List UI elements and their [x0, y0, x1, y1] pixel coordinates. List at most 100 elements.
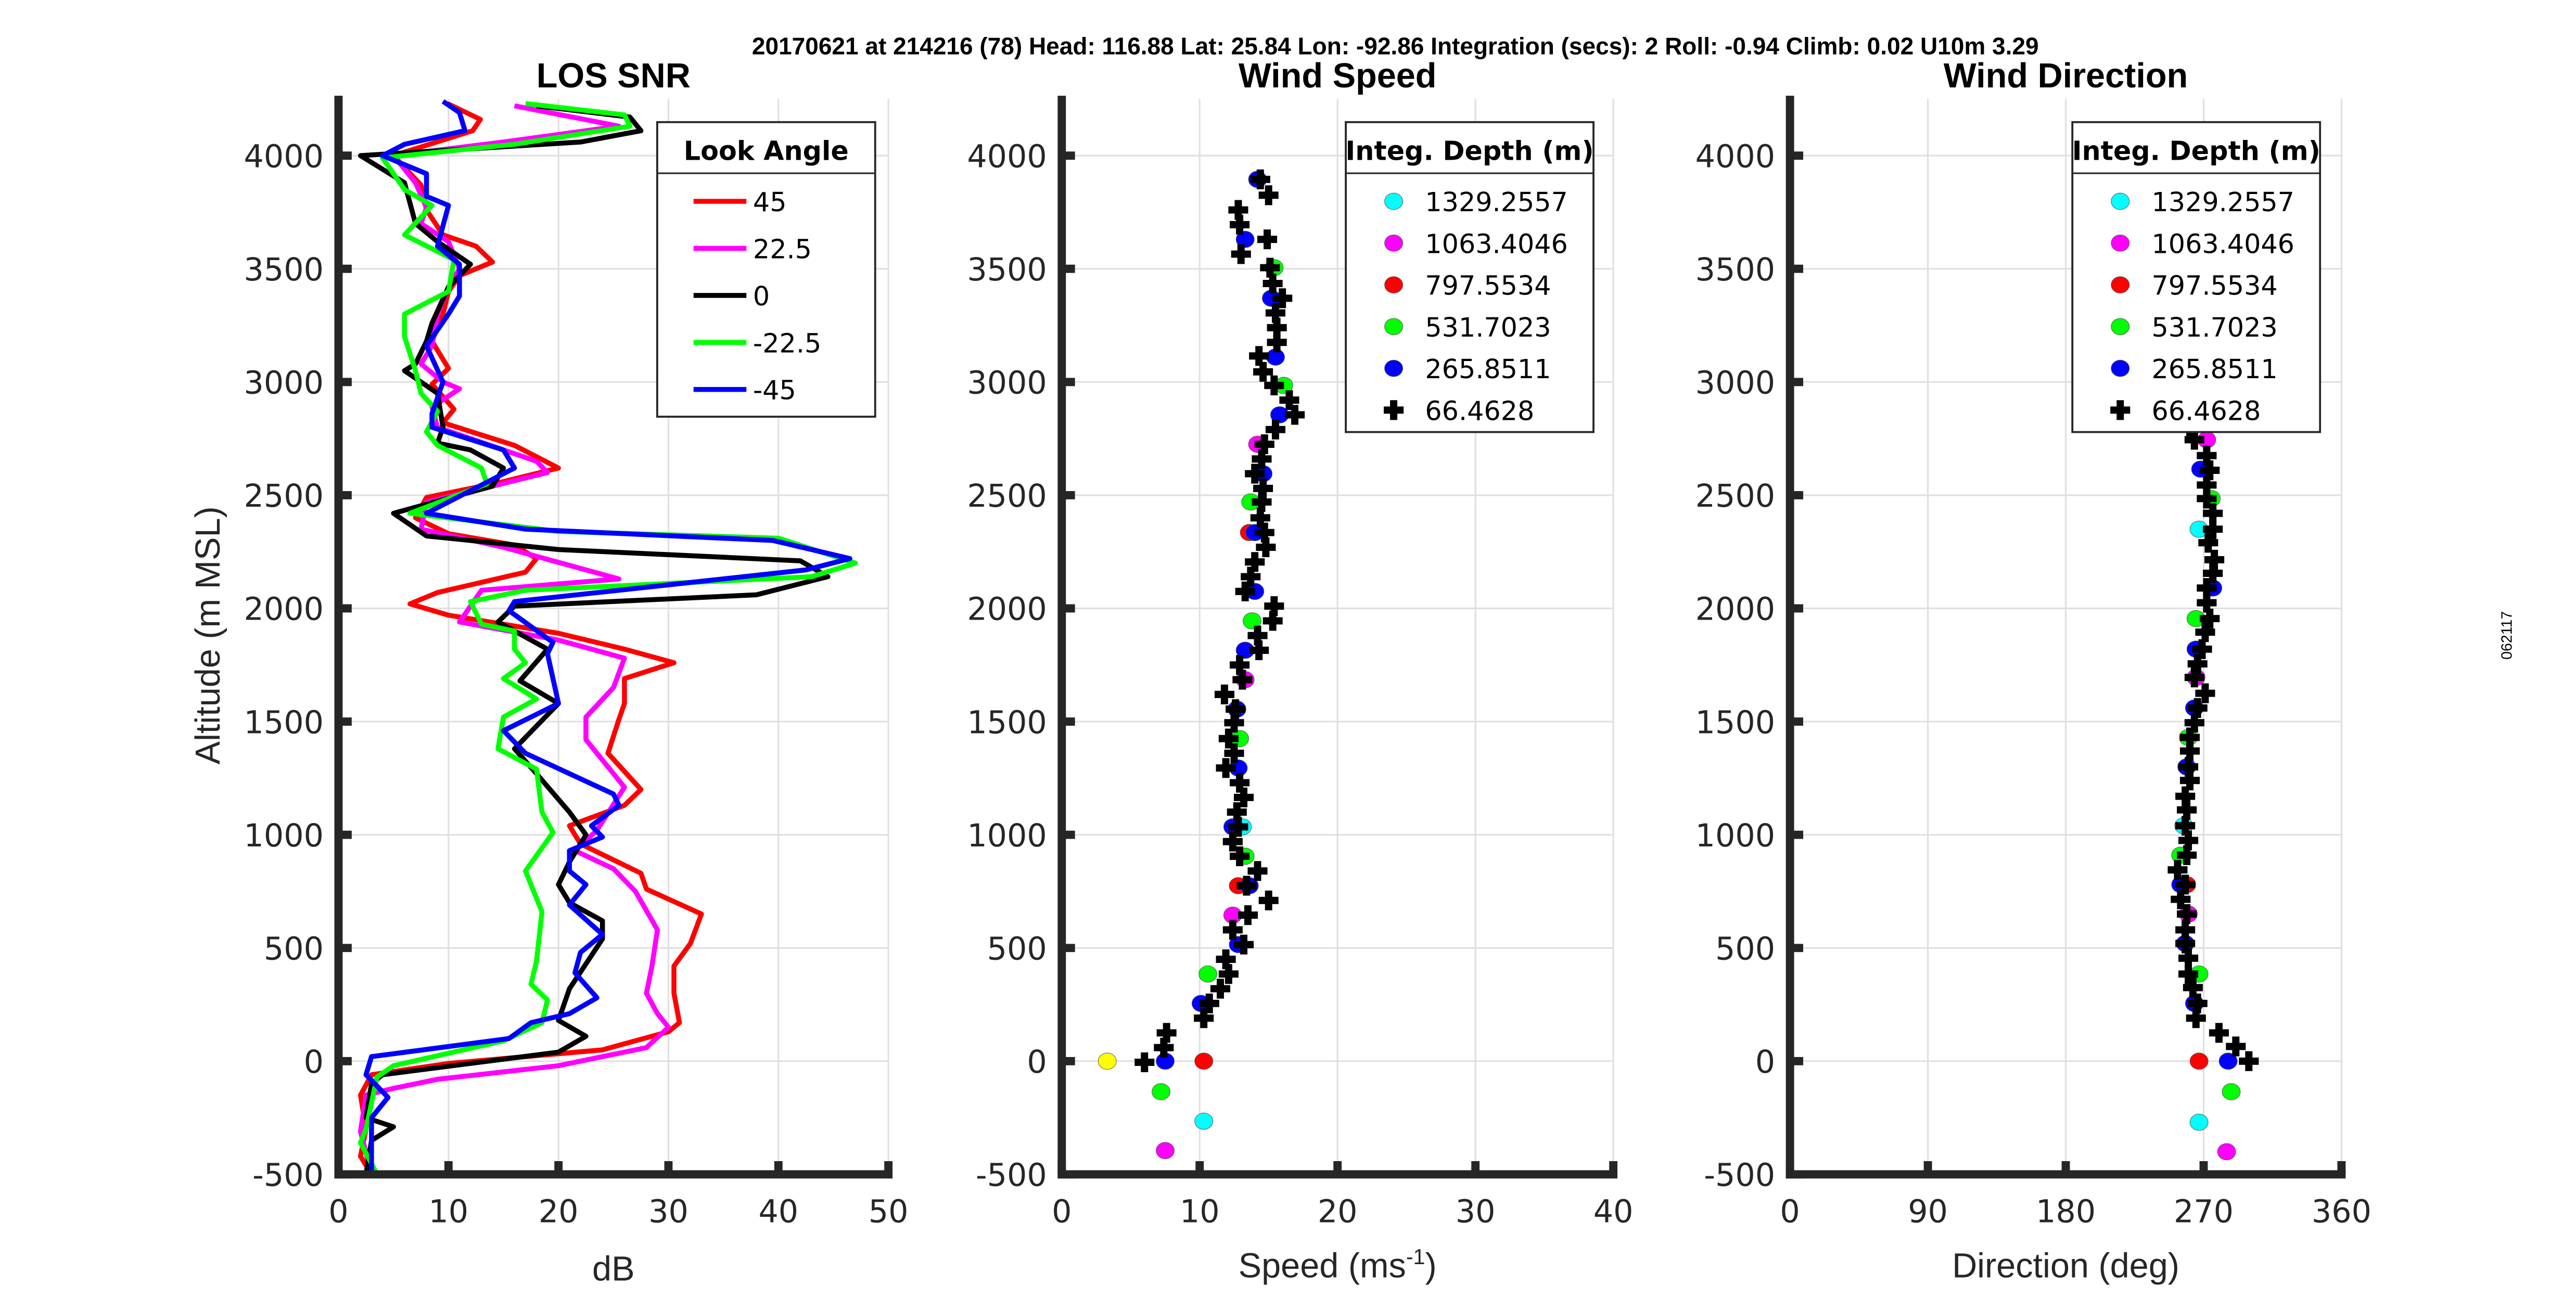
data-point-66.4628 [1216, 949, 1236, 970]
chart-title: Wind Direction [1944, 57, 2188, 95]
data-point-66.4628 [2200, 609, 2220, 629]
data-point-66.4628 [1247, 861, 1268, 881]
data-point-66.4628 [1254, 522, 1274, 543]
data-point-66.4628 [1216, 758, 1236, 778]
data-point-66.4628 [1232, 670, 1253, 690]
legend-label: 265.8511 [1425, 354, 1551, 384]
data-point-66.4628 [1264, 375, 1284, 395]
data-point-66.4628 [1264, 596, 1284, 616]
data-point-66.4628 [1250, 169, 1270, 189]
legend-marker [2111, 359, 2130, 377]
data-point-66.4628 [1249, 640, 1269, 661]
legend-box [656, 121, 876, 418]
data-point-66.4628 [1263, 611, 1283, 631]
data-point-66.4628 [2209, 1023, 2229, 1043]
data-point-66.4628 [1258, 185, 1279, 205]
legend-marker [1384, 276, 1404, 293]
data-point-66.4628 [1258, 890, 1279, 910]
data-point-66.4628 [2203, 519, 2223, 539]
data-point-66.4628 [2197, 488, 2217, 509]
data-point-66.4628 [1263, 273, 1283, 294]
chart-2: 0 90 180 270 360-500050010001500200025003000… [1695, 57, 2371, 1285]
x-axis-label: Speed (ms-1) [1239, 1245, 1437, 1285]
data-layer [1098, 169, 1305, 1160]
y-tick-label: -500 [1704, 1157, 1775, 1194]
data-point-unlabeled [1098, 1052, 1117, 1070]
data-point-66.4628 [2197, 578, 2217, 598]
x-tick-label: 90 [1908, 1193, 1948, 1230]
data-point-66.4628 [2179, 770, 2200, 791]
x-tick-label: 0 [1052, 1193, 1072, 1230]
legend-label: 797.5534 [2152, 271, 2278, 301]
data-point-66.4628 [2178, 964, 2199, 984]
legend-label: 265.8511 [2152, 354, 2278, 384]
data-point-66.4628 [1222, 920, 1243, 940]
data-point-66.4628 [1241, 567, 1261, 587]
data-point-66.4628 [2204, 549, 2225, 570]
legend-label: 1063.4046 [1425, 228, 1567, 259]
data-point-66.4628 [1252, 492, 1272, 512]
chart-1: 0 10 20 30 40-500050010001500200025003000350… [967, 57, 1633, 1285]
y-tick-label: 4000 [244, 138, 324, 175]
y-tick-label: 2000 [1695, 591, 1775, 628]
y-tick-label: 2500 [244, 478, 324, 514]
legend-marker [1384, 359, 1404, 377]
data-point-66.4628 [1247, 625, 1268, 646]
data-point-66.4628 [1245, 552, 1265, 572]
data-point-66.4628 [2203, 503, 2223, 523]
side-label: 062117 [2498, 611, 2515, 660]
y-tick-label: 3000 [244, 365, 324, 402]
legend-title: Look Angle [684, 136, 849, 166]
legend-label: 45 [753, 187, 787, 217]
y-tick-label: 2000 [244, 591, 324, 628]
data-point-797.5534 [1194, 1052, 1214, 1070]
data-point-66.4628 [2187, 654, 2208, 674]
data-point-66.4628 [1214, 684, 1234, 704]
data-point-1329.2557 [1194, 1112, 1214, 1130]
data-point-66.4628 [2175, 933, 2196, 954]
y-axis-label: Altitude (m MSL) [189, 506, 227, 764]
y-tick-label: 3500 [1695, 252, 1775, 288]
y-tick-label: 3500 [967, 252, 1047, 288]
data-point-66.4628 [1222, 831, 1243, 852]
data-layer [2167, 416, 2259, 1161]
data-point-265.8511 [2218, 1052, 2238, 1070]
data-point-66.4628 [1228, 817, 1248, 837]
data-point-66.4628 [1227, 802, 1247, 822]
data-point-66.4628 [1134, 1052, 1155, 1073]
data-point-66.4628 [2203, 563, 2223, 584]
legend-label: 531.7023 [1425, 312, 1551, 343]
y-tick-label: 4000 [967, 138, 1047, 175]
figure-header: 20170621 at 214216 (78) Head: 116.88 Lat… [752, 33, 2039, 60]
data-point-66.4628 [2178, 948, 2199, 968]
legend-label: 1329.2557 [2152, 187, 2294, 217]
y-tick-label: 1500 [967, 704, 1047, 741]
data-point-66.4628 [1224, 713, 1244, 733]
chart-title: Wind Speed [1239, 57, 1437, 95]
y-tick-label: 2500 [967, 478, 1047, 514]
data-point-66.4628 [1257, 229, 1278, 250]
legend-marker [1384, 318, 1404, 336]
data-point-66.4628 [1252, 449, 1272, 469]
legend-label: -45 [753, 375, 796, 406]
data-point-66.4628 [1226, 699, 1246, 719]
data-point-66.4628 [1235, 581, 1255, 601]
data-point-66.4628 [2200, 460, 2220, 481]
x-tick-label: 180 [2036, 1193, 2096, 1230]
x-tick-label: 20 [1318, 1193, 1358, 1230]
data-point-531.7023 [2222, 1083, 2241, 1100]
data-point-66.4628 [1230, 846, 1250, 867]
legend-label: 66.4628 [1425, 395, 1534, 426]
data-point-66.4628 [2175, 920, 2196, 940]
y-tick-label: 1500 [244, 704, 324, 741]
legend-label: 0 [753, 281, 770, 312]
legend-marker [2111, 234, 2130, 252]
legend-marker [1384, 192, 1404, 210]
legend-marker [1384, 234, 1404, 252]
data-point-66.4628 [2175, 816, 2196, 836]
y-tick-label: 500 [264, 931, 324, 967]
legend-marker [2111, 318, 2130, 336]
x-tick-label: 270 [2174, 1193, 2234, 1230]
y-tick-label: 2000 [967, 591, 1047, 628]
legend: Integ. Depth (m) 1329.2557 1063.4046 797.55… [1345, 121, 1595, 433]
